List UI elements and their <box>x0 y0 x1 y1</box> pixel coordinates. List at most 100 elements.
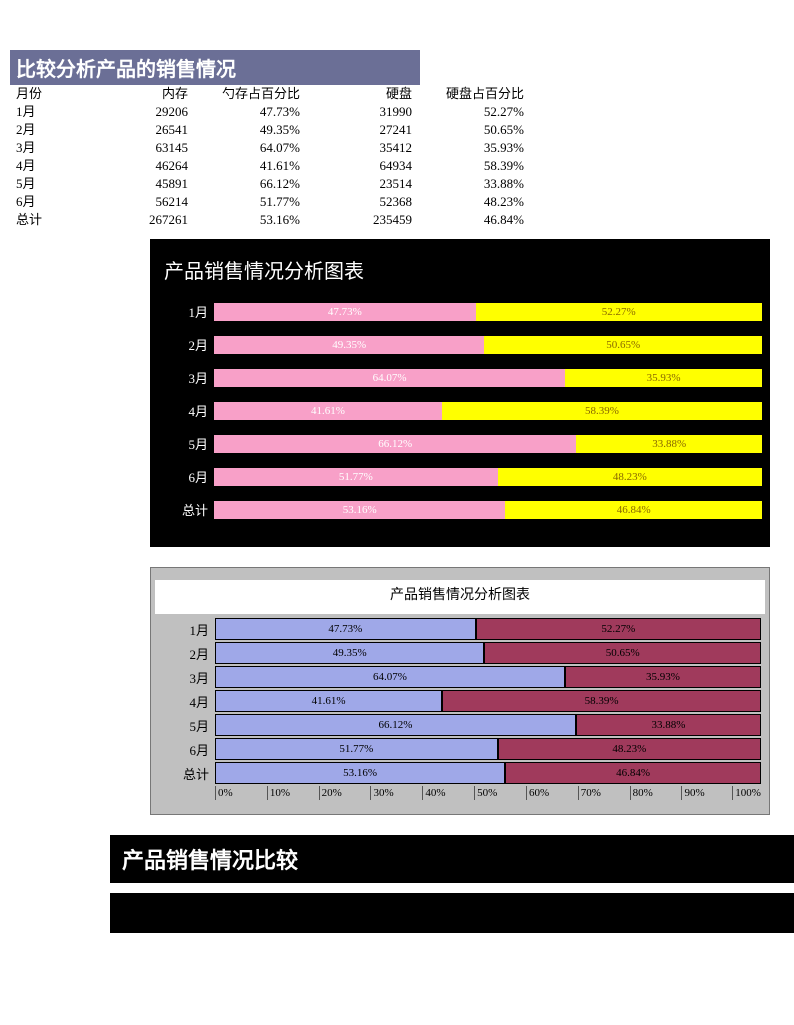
bar-row: 4月41.61%58.39% <box>158 401 762 420</box>
bar-track: 49.35%50.65% <box>214 336 762 354</box>
table-header: 月份 <box>10 85 82 103</box>
bar-row: 1月47.73%52.27% <box>158 302 762 321</box>
table-cell: 35.93% <box>418 139 530 157</box>
bar-track: 51.77%48.23% <box>214 468 762 486</box>
table-cell: 29206 <box>82 103 194 121</box>
bar-segment-b: 58.39% <box>442 690 761 712</box>
bar-category-label: 3月 <box>159 668 215 687</box>
bar-category-label: 1月 <box>159 620 215 639</box>
chart-2-title: 产品销售情况分析图表 <box>155 580 765 614</box>
axis-tick: 50% <box>474 786 526 800</box>
bar-segment-a: 47.73% <box>214 303 476 321</box>
bar-segment-b: 46.84% <box>505 762 761 784</box>
bar-segment-a: 64.07% <box>215 666 565 688</box>
table-cell: 50.65% <box>418 121 530 139</box>
bar-category-label: 6月 <box>158 467 214 486</box>
bar-track: 41.61%58.39% <box>215 690 761 712</box>
table-cell: 46.84% <box>418 211 530 229</box>
table-cell: 总计 <box>10 211 82 229</box>
table-cell: 58.39% <box>418 157 530 175</box>
bar-segment-b: 46.84% <box>505 501 762 519</box>
bar-segment-a: 49.35% <box>215 642 484 664</box>
bar-category-label: 6月 <box>159 740 215 759</box>
bar-segment-a: 51.77% <box>214 468 498 486</box>
bar-segment-a: 64.07% <box>214 369 565 387</box>
bar-segment-b: 35.93% <box>565 666 761 688</box>
table-cell: 41.61% <box>194 157 306 175</box>
table-row: 1月2920647.73%3199052.27% <box>10 103 530 121</box>
bar-segment-a: 66.12% <box>214 435 576 453</box>
bar-track: 49.35%50.65% <box>215 642 761 664</box>
axis-tick: 70% <box>578 786 630 800</box>
table-cell: 64.07% <box>194 139 306 157</box>
bar-row: 5月66.12%33.88% <box>159 714 761 736</box>
axis-tick: 90% <box>681 786 733 800</box>
bar-segment-b: 52.27% <box>476 618 761 640</box>
chart-2: 产品销售情况分析图表 1月47.73%52.27%2月49.35%50.65%3… <box>150 567 770 815</box>
axis-tick: 0% <box>215 786 267 800</box>
bar-category-label: 1月 <box>158 302 214 321</box>
axis-tick: 100% <box>732 786 761 800</box>
chart-1-title: 产品销售情况分析图表 <box>150 247 770 302</box>
table-header: 硬盘占百分比 <box>418 85 530 103</box>
bar-category-label: 5月 <box>158 434 214 453</box>
bar-segment-a: 41.61% <box>215 690 442 712</box>
bar-segment-b: 50.65% <box>484 336 762 354</box>
bar-category-label: 4月 <box>158 401 214 420</box>
axis-tick: 10% <box>267 786 319 800</box>
table-row: 3月6314564.07%3541235.93% <box>10 139 530 157</box>
table-row: 2月2654149.35%2724150.65% <box>10 121 530 139</box>
bar-segment-a: 47.73% <box>215 618 476 640</box>
bar-row: 1月47.73%52.27% <box>159 618 761 640</box>
table-cell: 52.27% <box>418 103 530 121</box>
axis-tick: 30% <box>370 786 422 800</box>
bar-row: 3月64.07%35.93% <box>158 368 762 387</box>
table-cell: 66.12% <box>194 175 306 193</box>
bar-row: 4月41.61%58.39% <box>159 690 761 712</box>
bar-row: 2月49.35%50.65% <box>159 642 761 664</box>
table-cell: 56214 <box>82 193 194 211</box>
bar-segment-a: 66.12% <box>215 714 576 736</box>
bar-category-label: 5月 <box>159 716 215 735</box>
table-cell: 27241 <box>306 121 418 139</box>
table-row: 5月4589166.12%2351433.88% <box>10 175 530 193</box>
bar-segment-a: 51.77% <box>215 738 498 760</box>
bar-segment-a: 41.61% <box>214 402 442 420</box>
bar-track: 64.07%35.93% <box>215 666 761 688</box>
bar-segment-b: 33.88% <box>576 714 761 736</box>
table-cell: 47.73% <box>194 103 306 121</box>
table-cell: 51.77% <box>194 193 306 211</box>
bar-row: 6月51.77%48.23% <box>158 467 762 486</box>
bar-row: 6月51.77%48.23% <box>159 738 761 760</box>
bar-category-label: 2月 <box>159 644 215 663</box>
table-cell: 46264 <box>82 157 194 175</box>
bar-segment-b: 48.23% <box>498 468 762 486</box>
bar-track: 47.73%52.27% <box>214 303 762 321</box>
table-header: 硬盘 <box>306 85 418 103</box>
table-row: 总计26726153.16%23545946.84% <box>10 211 530 229</box>
chart-2-x-axis: 0%10%20%30%40%50%60%70%80%90%100% <box>159 786 761 800</box>
table-cell: 53.16% <box>194 211 306 229</box>
bar-row: 2月49.35%50.65% <box>158 335 762 354</box>
axis-tick: 80% <box>630 786 682 800</box>
table-cell: 35412 <box>306 139 418 157</box>
bar-segment-b: 50.65% <box>484 642 761 664</box>
axis-tick: 60% <box>526 786 578 800</box>
bar-segment-a: 49.35% <box>214 336 484 354</box>
bar-row: 总计53.16%46.84% <box>158 500 762 519</box>
table-header: 内存 <box>82 85 194 103</box>
bar-track: 53.16%46.84% <box>215 762 761 784</box>
table-cell: 49.35% <box>194 121 306 139</box>
table-cell: 52368 <box>306 193 418 211</box>
table-cell: 5月 <box>10 175 82 193</box>
bottom-block <box>110 893 794 933</box>
bar-segment-b: 52.27% <box>476 303 762 321</box>
bar-segment-a: 53.16% <box>215 762 505 784</box>
bar-segment-b: 58.39% <box>442 402 762 420</box>
axis-tick: 20% <box>319 786 371 800</box>
page-title: 比较分析产品的销售情况 <box>10 50 420 85</box>
table-cell: 45891 <box>82 175 194 193</box>
bar-track: 66.12%33.88% <box>215 714 761 736</box>
table-cell: 6月 <box>10 193 82 211</box>
bar-track: 51.77%48.23% <box>215 738 761 760</box>
